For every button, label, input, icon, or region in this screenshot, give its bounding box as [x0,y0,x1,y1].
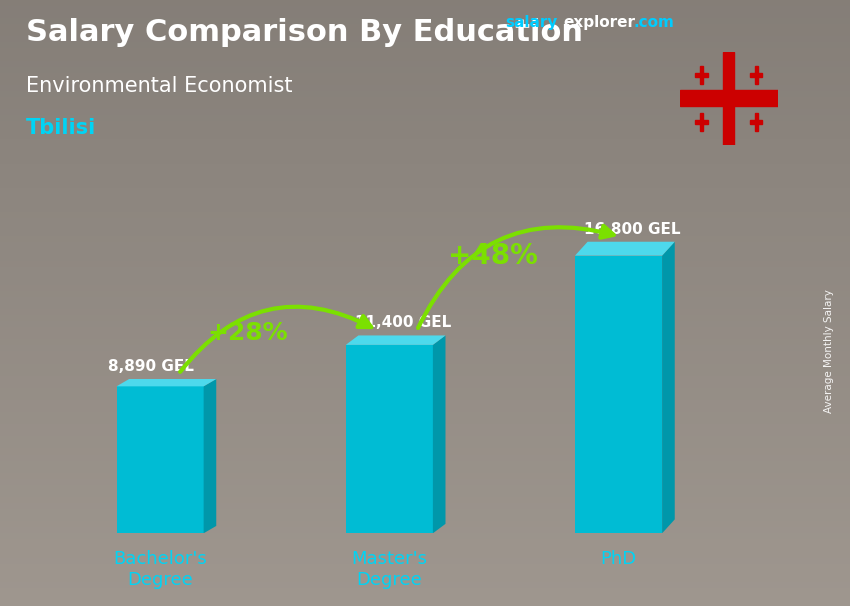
Polygon shape [662,242,675,533]
Bar [680,90,778,107]
FancyBboxPatch shape [346,345,433,533]
Polygon shape [346,336,445,345]
Bar [695,73,708,78]
Bar [723,52,734,145]
Bar [755,66,758,84]
FancyBboxPatch shape [116,387,204,533]
FancyBboxPatch shape [575,256,662,533]
Text: Salary Comparison By Education: Salary Comparison By Education [26,18,582,47]
Polygon shape [204,379,216,533]
Text: salary: salary [506,15,558,30]
Bar [695,119,708,124]
Bar [750,73,762,78]
Text: 16,800 GEL: 16,800 GEL [584,222,681,237]
Text: Environmental Economist: Environmental Economist [26,76,292,96]
Text: .com: .com [633,15,674,30]
Text: Tbilisi: Tbilisi [26,118,96,138]
Text: +28%: +28% [207,321,287,345]
Bar [750,119,762,124]
Text: explorer: explorer [564,15,636,30]
Polygon shape [433,336,445,533]
Bar [700,113,703,131]
Text: Average Monthly Salary: Average Monthly Salary [824,290,834,413]
Polygon shape [575,242,675,256]
Bar [755,113,758,131]
Bar [700,66,703,84]
Text: 8,890 GEL: 8,890 GEL [108,359,194,374]
Text: +48%: +48% [448,242,537,270]
Polygon shape [116,379,216,387]
Text: 11,400 GEL: 11,400 GEL [355,316,451,330]
